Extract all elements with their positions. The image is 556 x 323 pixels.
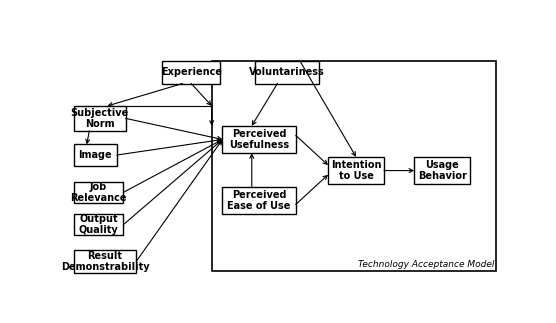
Text: Voluntariness: Voluntariness bbox=[249, 67, 325, 77]
Bar bbox=[162, 61, 220, 84]
Bar bbox=[328, 157, 384, 184]
Text: Experience: Experience bbox=[161, 67, 222, 77]
Text: Image: Image bbox=[78, 150, 112, 160]
Text: Usage
Behavior: Usage Behavior bbox=[418, 160, 466, 182]
Bar bbox=[74, 214, 123, 235]
Bar bbox=[414, 157, 470, 184]
Bar bbox=[74, 144, 117, 166]
Bar bbox=[74, 182, 123, 203]
Bar bbox=[222, 126, 296, 153]
Bar bbox=[255, 61, 320, 84]
Bar bbox=[222, 187, 296, 214]
Text: Intention
to Use: Intention to Use bbox=[331, 160, 381, 182]
Text: Subjective
Norm: Subjective Norm bbox=[71, 108, 129, 129]
Text: Output
Quality: Output Quality bbox=[79, 214, 118, 235]
Text: Perceived
Ease of Use: Perceived Ease of Use bbox=[227, 190, 291, 211]
Text: Result
Demonstrability: Result Demonstrability bbox=[61, 251, 150, 272]
Bar bbox=[212, 61, 496, 271]
Bar bbox=[74, 106, 126, 131]
Text: Perceived
Usefulness: Perceived Usefulness bbox=[229, 129, 289, 150]
Bar bbox=[74, 250, 136, 273]
Text: Job
Relevance: Job Relevance bbox=[71, 182, 127, 203]
Text: Technology Acceptance Model: Technology Acceptance Model bbox=[358, 260, 494, 269]
